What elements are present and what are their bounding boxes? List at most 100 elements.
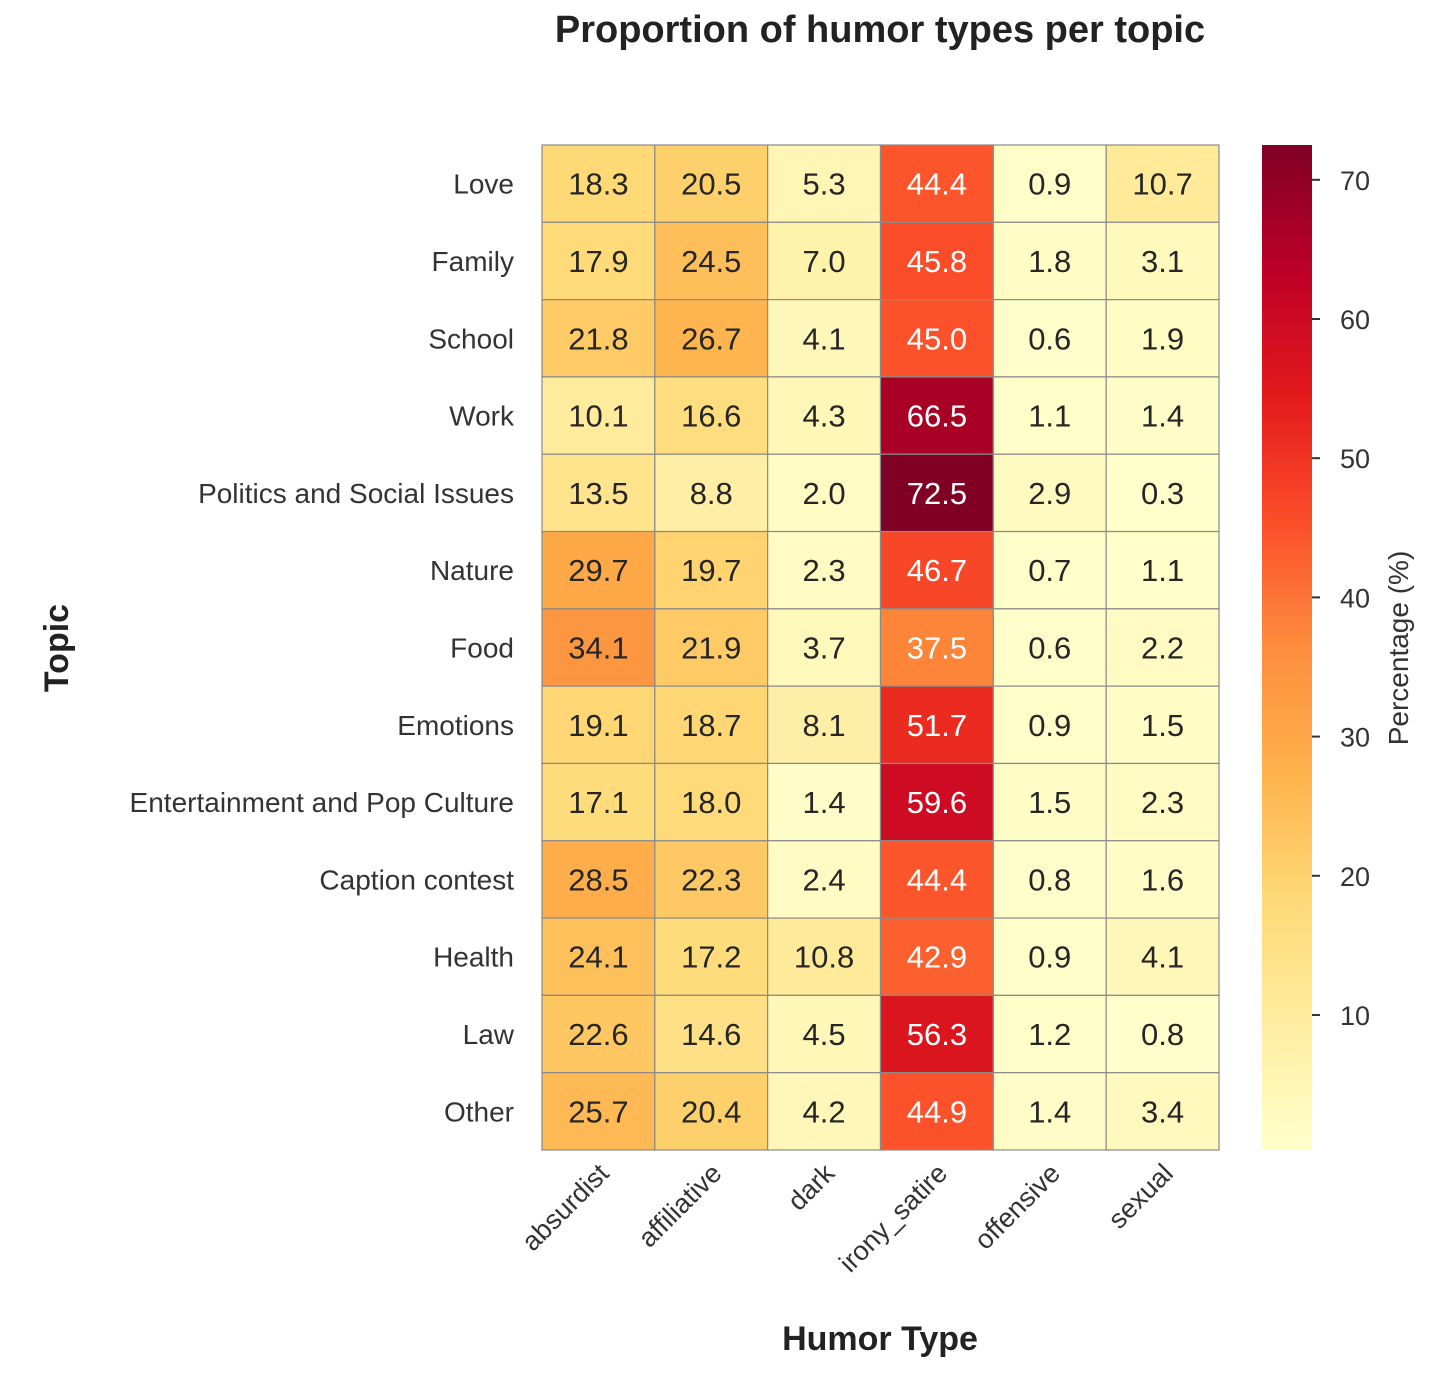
x-tick-label: absurdist xyxy=(516,1158,615,1257)
heatmap-cell xyxy=(1105,762,1220,842)
cell-value-label: 24.5 xyxy=(681,244,741,279)
cell-value-label: 1.2 xyxy=(1028,1017,1071,1052)
heatmap-cell xyxy=(879,376,994,455)
heatmap-cell xyxy=(541,144,656,223)
cell-value-label: 4.1 xyxy=(1141,940,1184,975)
cell-value-label: 2.4 xyxy=(803,862,846,897)
cell-value-label: 24.1 xyxy=(568,940,628,975)
cell-value-label: 25.7 xyxy=(568,1094,628,1129)
heatmap-cell xyxy=(541,1072,656,1151)
heatmap-cell xyxy=(541,608,656,687)
cell-value-label: 26.7 xyxy=(681,321,741,356)
heatmap-cell xyxy=(654,221,769,301)
y-tick-label: Health xyxy=(433,942,514,973)
heatmap-cell xyxy=(992,453,1107,533)
cell-value-label: 1.9 xyxy=(1141,321,1184,356)
cell-value-label: 3.1 xyxy=(1141,244,1184,279)
cell-value-label: 17.9 xyxy=(568,244,628,279)
cell-value-label: 17.2 xyxy=(681,940,741,975)
cell-value-label: 1.4 xyxy=(803,785,846,820)
cell-value-label: 13.5 xyxy=(568,476,628,511)
x-tick-label: affiliative xyxy=(632,1158,727,1253)
cell-value-label: 72.5 xyxy=(907,476,967,511)
x-tick-label: sexual xyxy=(1102,1158,1178,1234)
cell-value-label: 45.0 xyxy=(907,321,967,356)
cell-value-label: 0.3 xyxy=(1141,476,1184,511)
cell-value-label: 1.8 xyxy=(1028,244,1071,279)
cell-value-label: 18.0 xyxy=(681,785,741,820)
heatmap-cell xyxy=(879,453,994,533)
heatmap-cell xyxy=(541,994,656,1074)
cell-value-label: 10.7 xyxy=(1132,167,1192,202)
cell-value-label: 45.8 xyxy=(907,244,967,279)
y-tick-label: Emotions xyxy=(397,710,514,741)
cell-value-label: 0.9 xyxy=(1028,167,1071,202)
heatmap-cell xyxy=(992,144,1107,223)
cell-value-label: 51.7 xyxy=(907,708,967,743)
cell-value-label: 44.4 xyxy=(907,167,967,202)
heatmap-cell xyxy=(654,376,769,455)
heatmap-cell xyxy=(992,685,1107,765)
cell-value-label: 5.3 xyxy=(803,167,846,202)
heatmap-cell xyxy=(879,1072,994,1151)
cell-value-label: 59.6 xyxy=(907,785,967,820)
heatmap-cell xyxy=(1105,994,1220,1074)
cell-value-label: 56.3 xyxy=(907,1017,967,1052)
cell-value-label: 4.3 xyxy=(803,399,846,434)
heatmap-cell xyxy=(879,144,994,223)
cell-value-label: 2.0 xyxy=(803,476,846,511)
heatmap-cell xyxy=(1105,453,1220,533)
cell-value-label: 42.9 xyxy=(907,940,967,975)
heatmap-cell xyxy=(541,453,656,533)
heatmap-cell xyxy=(992,530,1107,610)
cell-value-label: 66.5 xyxy=(907,399,967,434)
heatmap-cell xyxy=(767,762,882,842)
cell-value-label: 29.7 xyxy=(568,553,628,588)
cell-value-label: 22.6 xyxy=(568,1017,628,1052)
heatmap-cell xyxy=(541,299,656,378)
y-tick-label: School xyxy=(428,323,514,354)
colorbar-tick-label: 60 xyxy=(1340,305,1370,335)
heatmap-cell xyxy=(767,144,882,223)
colorbar-tick-label: 30 xyxy=(1340,723,1370,753)
cell-value-label: 2.3 xyxy=(803,553,846,588)
y-axis-label: Topic xyxy=(38,604,76,692)
cell-value-label: 3.7 xyxy=(803,631,846,666)
cell-value-label: 10.8 xyxy=(794,940,854,975)
cell-value-label: 44.4 xyxy=(907,862,967,897)
cell-value-label: 20.5 xyxy=(681,167,741,202)
heatmap-cell xyxy=(1105,608,1220,687)
cell-value-label: 19.7 xyxy=(681,553,741,588)
heatmap-cell xyxy=(992,840,1107,919)
heatmap-cell xyxy=(767,685,882,765)
cell-value-label: 21.9 xyxy=(681,631,741,666)
cell-value-label: 4.2 xyxy=(803,1094,846,1129)
cell-value-label: 22.3 xyxy=(681,862,741,897)
colorbar-tick-label: 20 xyxy=(1340,862,1370,892)
heatmap-cell xyxy=(879,917,994,996)
heatmap-cell xyxy=(1105,299,1220,378)
heatmap-cell xyxy=(767,1072,882,1151)
cell-value-label: 0.8 xyxy=(1028,862,1071,897)
heatmap-cell xyxy=(1105,221,1220,301)
heatmap-cell xyxy=(1105,530,1220,610)
cell-value-label: 0.9 xyxy=(1028,940,1071,975)
cell-value-label: 14.6 xyxy=(681,1017,741,1052)
heatmap-cell xyxy=(654,762,769,842)
colorbar-tick-label: 50 xyxy=(1340,444,1370,474)
cell-value-label: 3.4 xyxy=(1141,1094,1184,1129)
y-tick-label: Law xyxy=(463,1019,515,1050)
heatmap-cell xyxy=(654,144,769,223)
colorbar-label: Percentage (%) xyxy=(1383,551,1414,746)
heatmap-cell xyxy=(654,840,769,919)
cell-value-label: 0.6 xyxy=(1028,321,1071,356)
heatmap-cell xyxy=(992,376,1107,455)
heatmap-cell xyxy=(767,453,882,533)
cell-value-label: 2.3 xyxy=(1141,785,1184,820)
heatmap-cell xyxy=(654,994,769,1074)
heatmap-cell xyxy=(992,299,1107,378)
heatmap-cell xyxy=(879,994,994,1074)
cell-value-label: 4.1 xyxy=(803,321,846,356)
cell-value-label: 0.9 xyxy=(1028,708,1071,743)
heatmap-cell xyxy=(767,376,882,455)
